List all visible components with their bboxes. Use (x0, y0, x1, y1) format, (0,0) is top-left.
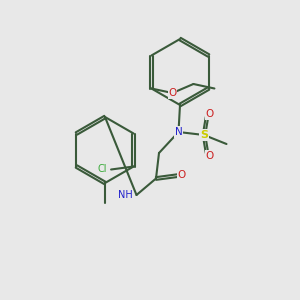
Text: NH: NH (118, 190, 133, 200)
Text: O: O (206, 109, 214, 119)
Text: O: O (177, 170, 186, 181)
Text: Cl: Cl (98, 164, 107, 175)
Text: O: O (206, 151, 214, 161)
Text: O: O (168, 88, 176, 98)
Text: N: N (175, 127, 182, 137)
Text: S: S (200, 130, 208, 140)
